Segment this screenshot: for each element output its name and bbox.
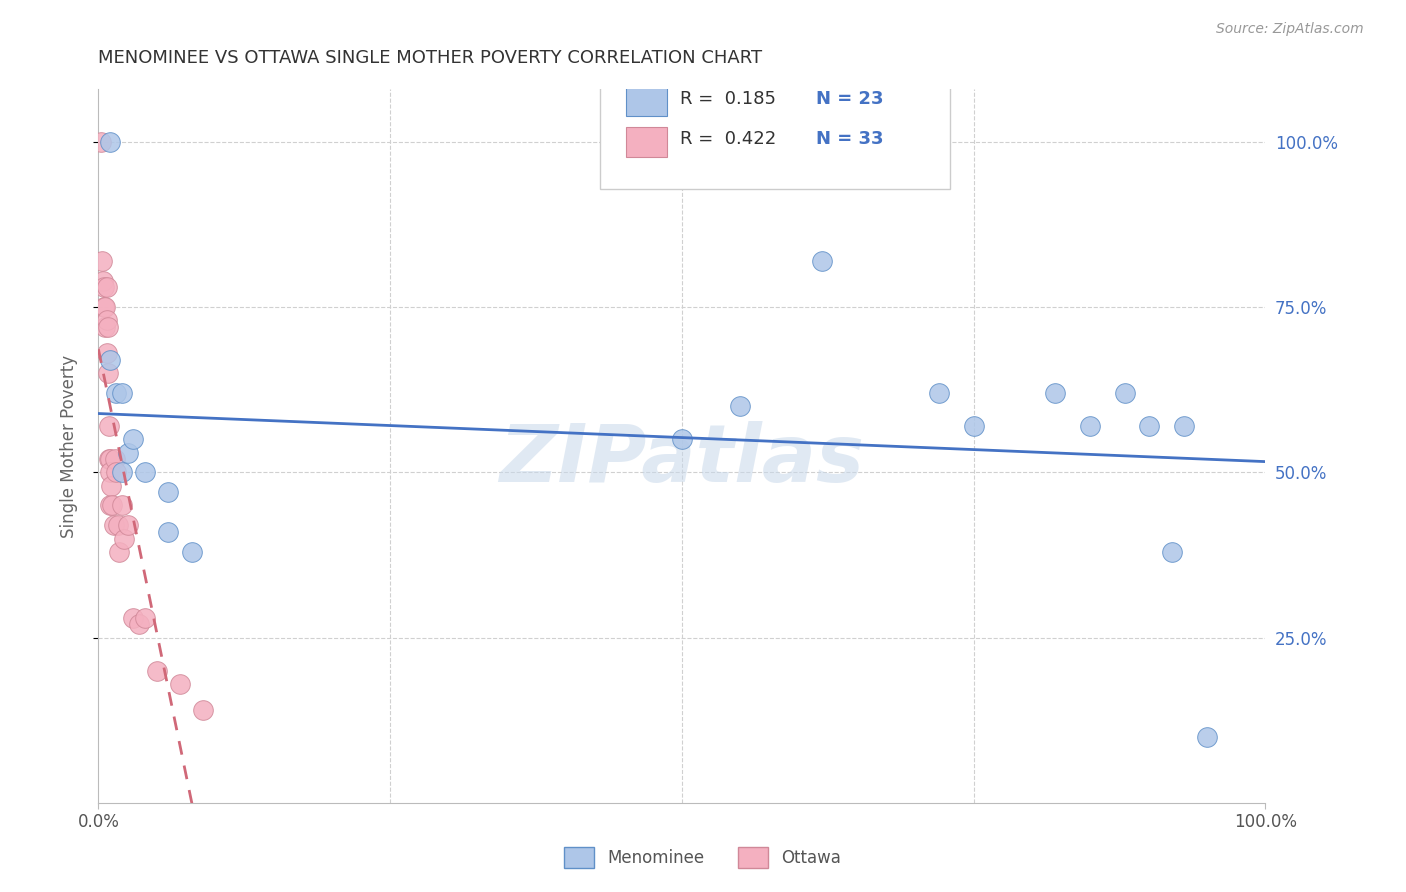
Point xyxy=(94,320,117,334)
Point xyxy=(91,274,114,288)
Legend: Menominee, Ottawa: Menominee, Ottawa xyxy=(558,840,848,875)
Point xyxy=(101,499,124,513)
Point xyxy=(90,254,112,268)
Point xyxy=(671,433,693,447)
Point xyxy=(104,466,127,480)
Point xyxy=(96,280,118,294)
Point xyxy=(1045,386,1067,401)
Point xyxy=(96,313,118,327)
Point xyxy=(108,545,131,559)
Point xyxy=(103,518,125,533)
Point xyxy=(98,452,121,467)
Point xyxy=(97,320,120,334)
Point xyxy=(122,611,145,625)
FancyBboxPatch shape xyxy=(600,75,950,189)
Text: R =  0.422: R = 0.422 xyxy=(679,130,776,148)
Point xyxy=(146,664,169,678)
Point xyxy=(111,386,134,401)
Point xyxy=(93,300,115,314)
Point xyxy=(111,466,134,480)
Point xyxy=(96,346,118,360)
Point xyxy=(90,135,112,149)
Point xyxy=(1114,386,1136,401)
Point xyxy=(134,611,156,625)
Text: MENOMINEE VS OTTAWA SINGLE MOTHER POVERTY CORRELATION CHART: MENOMINEE VS OTTAWA SINGLE MOTHER POVERT… xyxy=(98,49,762,67)
Point xyxy=(97,452,120,467)
FancyBboxPatch shape xyxy=(626,127,666,157)
Point xyxy=(811,254,834,268)
Point xyxy=(107,518,129,533)
Point xyxy=(730,400,752,414)
Point xyxy=(98,353,121,368)
Point xyxy=(134,466,156,480)
Point xyxy=(104,452,127,467)
Point xyxy=(157,485,180,500)
FancyBboxPatch shape xyxy=(626,87,666,116)
Point xyxy=(180,545,202,559)
Point xyxy=(117,518,139,533)
Point xyxy=(94,300,117,314)
Point xyxy=(100,478,122,492)
Point xyxy=(193,703,215,717)
Point xyxy=(169,677,191,691)
Point xyxy=(122,433,145,447)
Point xyxy=(117,445,139,459)
Point xyxy=(1080,419,1102,434)
Text: N = 33: N = 33 xyxy=(815,130,883,148)
Point xyxy=(97,367,120,381)
Point xyxy=(97,419,120,434)
Point xyxy=(112,532,135,546)
Point xyxy=(1137,419,1160,434)
Point xyxy=(93,280,115,294)
Point xyxy=(157,524,180,539)
Y-axis label: Single Mother Poverty: Single Mother Poverty xyxy=(59,354,77,538)
Text: R =  0.185: R = 0.185 xyxy=(679,90,776,108)
Point xyxy=(1161,545,1184,559)
Point xyxy=(98,135,121,149)
Point xyxy=(128,617,150,632)
Point xyxy=(98,466,121,480)
Text: ZIPatlas: ZIPatlas xyxy=(499,421,865,500)
Point xyxy=(928,386,950,401)
Point xyxy=(1173,419,1195,434)
Point xyxy=(98,499,121,513)
Point xyxy=(1195,730,1218,744)
Point xyxy=(104,386,127,401)
Point xyxy=(111,499,134,513)
Text: Source: ZipAtlas.com: Source: ZipAtlas.com xyxy=(1216,22,1364,37)
Text: N = 23: N = 23 xyxy=(815,90,883,108)
Point xyxy=(962,419,984,434)
